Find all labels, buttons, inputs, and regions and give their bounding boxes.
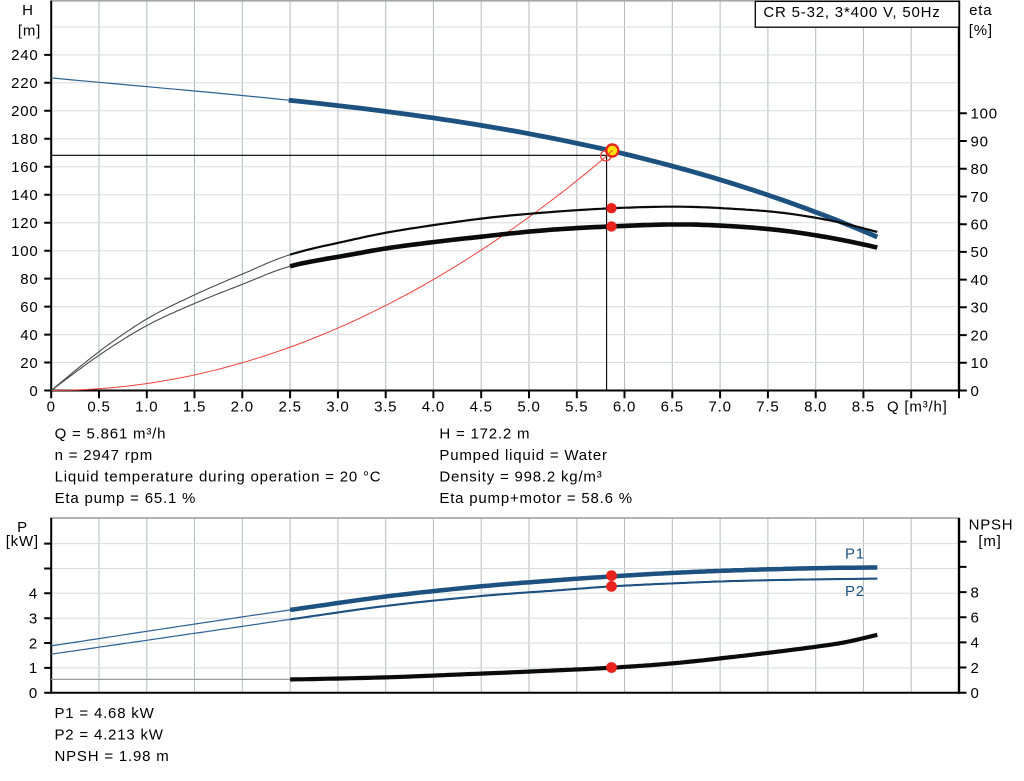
svg-text:P1: P1	[845, 546, 865, 563]
svg-text:P2 = 4.213 kW: P2 = 4.213 kW	[55, 727, 164, 744]
svg-text:1.5: 1.5	[183, 399, 206, 416]
svg-text:20: 20	[971, 327, 989, 344]
svg-text:0: 0	[29, 383, 38, 400]
svg-text:5.5: 5.5	[565, 399, 588, 416]
svg-text:40: 40	[971, 272, 989, 289]
svg-text:Q = 5.861 m³/h: Q = 5.861 m³/h	[55, 425, 167, 442]
svg-text:n = 2947 rpm: n = 2947 rpm	[55, 447, 153, 464]
svg-text:60: 60	[971, 217, 989, 234]
svg-text:70: 70	[971, 189, 989, 206]
svg-text:7.5: 7.5	[756, 399, 779, 416]
svg-text:[%]: [%]	[969, 22, 993, 39]
svg-text:2: 2	[971, 660, 980, 677]
svg-text:CR 5-32, 3*400 V, 50Hz: CR 5-32, 3*400 V, 50Hz	[763, 4, 940, 21]
svg-text:90: 90	[971, 133, 989, 150]
svg-text:Pumped liquid = Water: Pumped liquid = Water	[439, 447, 607, 464]
svg-text:200: 200	[11, 103, 38, 120]
svg-text:4.5: 4.5	[470, 399, 493, 416]
svg-text:Density = 998.2 kg/m³: Density = 998.2 kg/m³	[439, 469, 602, 486]
svg-text:60: 60	[20, 299, 38, 316]
svg-text:eta: eta	[969, 2, 992, 19]
svg-text:2: 2	[29, 635, 38, 652]
svg-text:240: 240	[11, 47, 38, 64]
svg-text:160: 160	[11, 159, 38, 176]
svg-text:180: 180	[11, 131, 38, 148]
svg-text:40: 40	[20, 327, 38, 344]
svg-text:140: 140	[11, 187, 38, 204]
svg-text:6.0: 6.0	[613, 399, 636, 416]
svg-text:220: 220	[11, 75, 38, 92]
svg-text:3: 3	[29, 611, 38, 628]
svg-text:4: 4	[29, 586, 38, 603]
svg-text:0: 0	[971, 383, 980, 400]
svg-text:H: H	[22, 2, 34, 19]
svg-text:0: 0	[47, 399, 56, 416]
svg-text:3.5: 3.5	[374, 399, 397, 416]
svg-text:Eta pump = 65.1 %: Eta pump = 65.1 %	[55, 490, 197, 507]
svg-text:2.0: 2.0	[231, 399, 254, 416]
svg-text:5.0: 5.0	[517, 399, 540, 416]
svg-text:[m]: [m]	[18, 23, 41, 40]
svg-text:4.0: 4.0	[422, 399, 445, 416]
svg-text:80: 80	[20, 271, 38, 288]
svg-text:10: 10	[971, 355, 989, 372]
svg-text:0.5: 0.5	[87, 399, 110, 416]
svg-text:3.0: 3.0	[326, 399, 349, 416]
svg-text:NPSH: NPSH	[969, 517, 1014, 534]
svg-text:P2: P2	[845, 583, 865, 600]
svg-text:6.5: 6.5	[661, 399, 684, 416]
svg-text:100: 100	[971, 106, 998, 123]
svg-text:1: 1	[29, 660, 38, 677]
svg-text:1.0: 1.0	[135, 399, 158, 416]
svg-text:H = 172.2 m: H = 172.2 m	[439, 425, 530, 442]
svg-text:2.5: 2.5	[278, 399, 301, 416]
svg-text:6: 6	[971, 610, 980, 627]
svg-text:7.0: 7.0	[708, 399, 731, 416]
svg-text:0: 0	[29, 685, 38, 702]
svg-text:0: 0	[971, 685, 980, 702]
svg-text:100: 100	[11, 243, 38, 260]
svg-text:8.5: 8.5	[852, 399, 875, 416]
svg-text:8: 8	[971, 584, 980, 601]
svg-text:30: 30	[971, 300, 989, 317]
svg-text:Eta pump+motor = 58.6 %: Eta pump+motor = 58.6 %	[439, 490, 633, 507]
svg-text:8.0: 8.0	[804, 399, 827, 416]
svg-text:NPSH = 1.98 m: NPSH = 1.98 m	[55, 748, 170, 765]
svg-text:P: P	[17, 519, 28, 536]
svg-text:P1 = 4.68 kW: P1 = 4.68 kW	[55, 705, 155, 722]
svg-text:50: 50	[971, 244, 989, 261]
svg-text:80: 80	[971, 161, 989, 178]
svg-text:[m]: [m]	[978, 533, 1001, 550]
svg-text:Q [m³/h]: Q [m³/h]	[887, 399, 948, 416]
svg-text:Liquid temperature during oper: Liquid temperature during operation = 20…	[55, 469, 382, 486]
svg-text:20: 20	[20, 355, 38, 372]
svg-text:4: 4	[971, 635, 980, 652]
svg-text:[kW]: [kW]	[6, 533, 39, 550]
svg-text:120: 120	[11, 215, 38, 232]
